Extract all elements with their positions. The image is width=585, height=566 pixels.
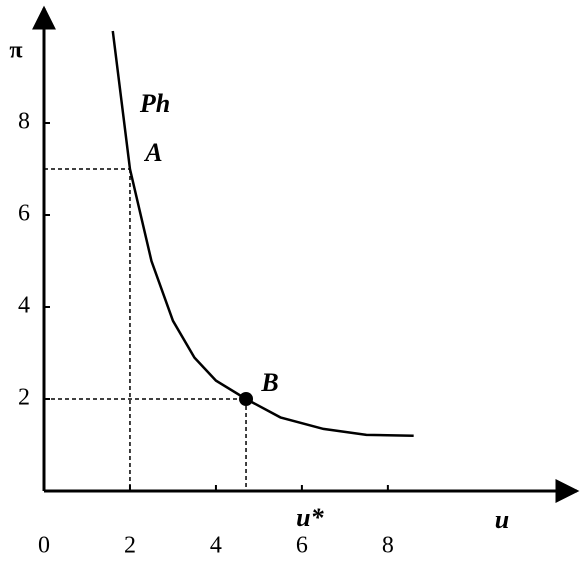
point-label: B — [260, 368, 278, 397]
y-tick-label: 6 — [18, 201, 30, 227]
y-tick-label: 4 — [18, 293, 30, 319]
x-tick-label: 6 — [296, 533, 308, 559]
x-tick-label: 8 — [382, 533, 394, 559]
point-label: A — [143, 138, 162, 167]
annotation: u* — [296, 503, 324, 532]
y-tick-label: 8 — [18, 109, 30, 135]
curve — [111, 30, 414, 438]
x-tick-label: 2 — [124, 533, 136, 559]
curve-label: Ph — [139, 89, 170, 118]
x-axis-label: u — [495, 505, 509, 534]
y-tick-label: 2 — [18, 385, 30, 411]
x-tick-label: 4 — [210, 533, 222, 559]
y-axis-label: π — [9, 38, 22, 64]
x-tick-label: 0 — [38, 533, 50, 559]
